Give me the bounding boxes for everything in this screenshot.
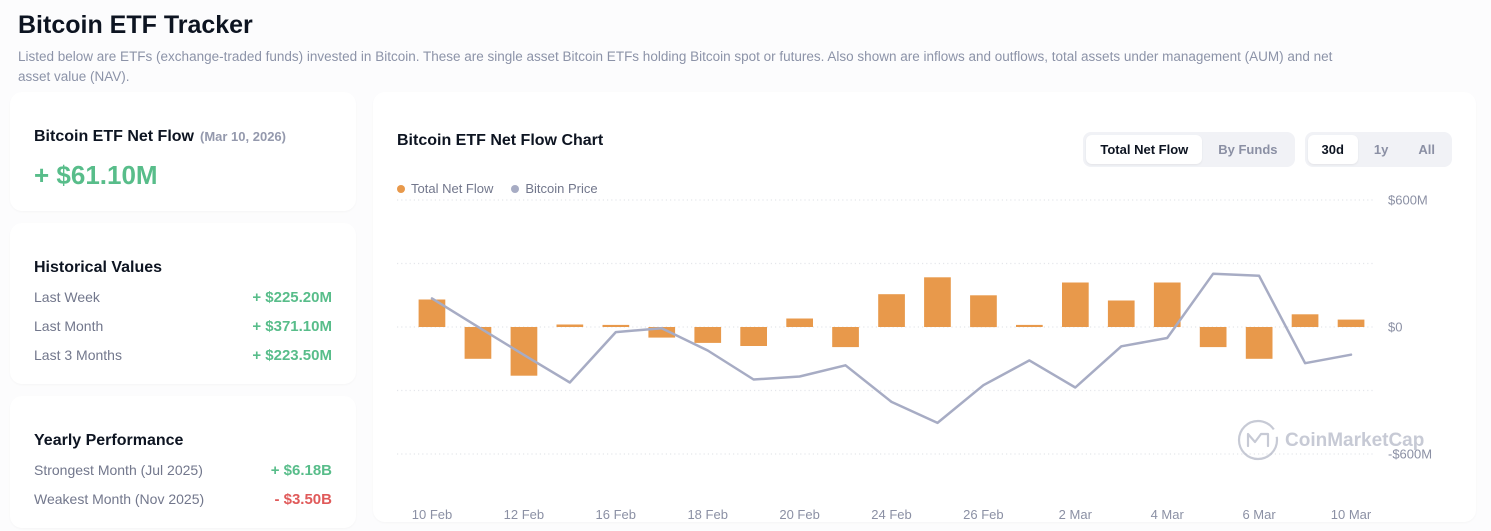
svg-text:4 Mar: 4 Mar	[1151, 507, 1185, 522]
svg-text:26 Feb: 26 Feb	[963, 507, 1003, 522]
svg-text:16 Feb: 16 Feb	[596, 507, 636, 522]
svg-text:CoinMarketCap: CoinMarketCap	[1285, 430, 1424, 451]
svg-text:6 Mar: 6 Mar	[1242, 507, 1276, 522]
svg-text:24 Feb: 24 Feb	[871, 507, 911, 522]
svg-text:2 Mar: 2 Mar	[1059, 507, 1093, 522]
svg-text:10 Feb: 10 Feb	[412, 507, 452, 522]
svg-text:18 Feb: 18 Feb	[687, 507, 727, 522]
svg-text:$0: $0	[1388, 320, 1402, 335]
svg-text:12 Feb: 12 Feb	[504, 507, 544, 522]
svg-text:20 Feb: 20 Feb	[779, 507, 819, 522]
svg-text:$600M: $600M	[1388, 193, 1428, 208]
svg-text:10 Mar: 10 Mar	[1331, 507, 1372, 522]
